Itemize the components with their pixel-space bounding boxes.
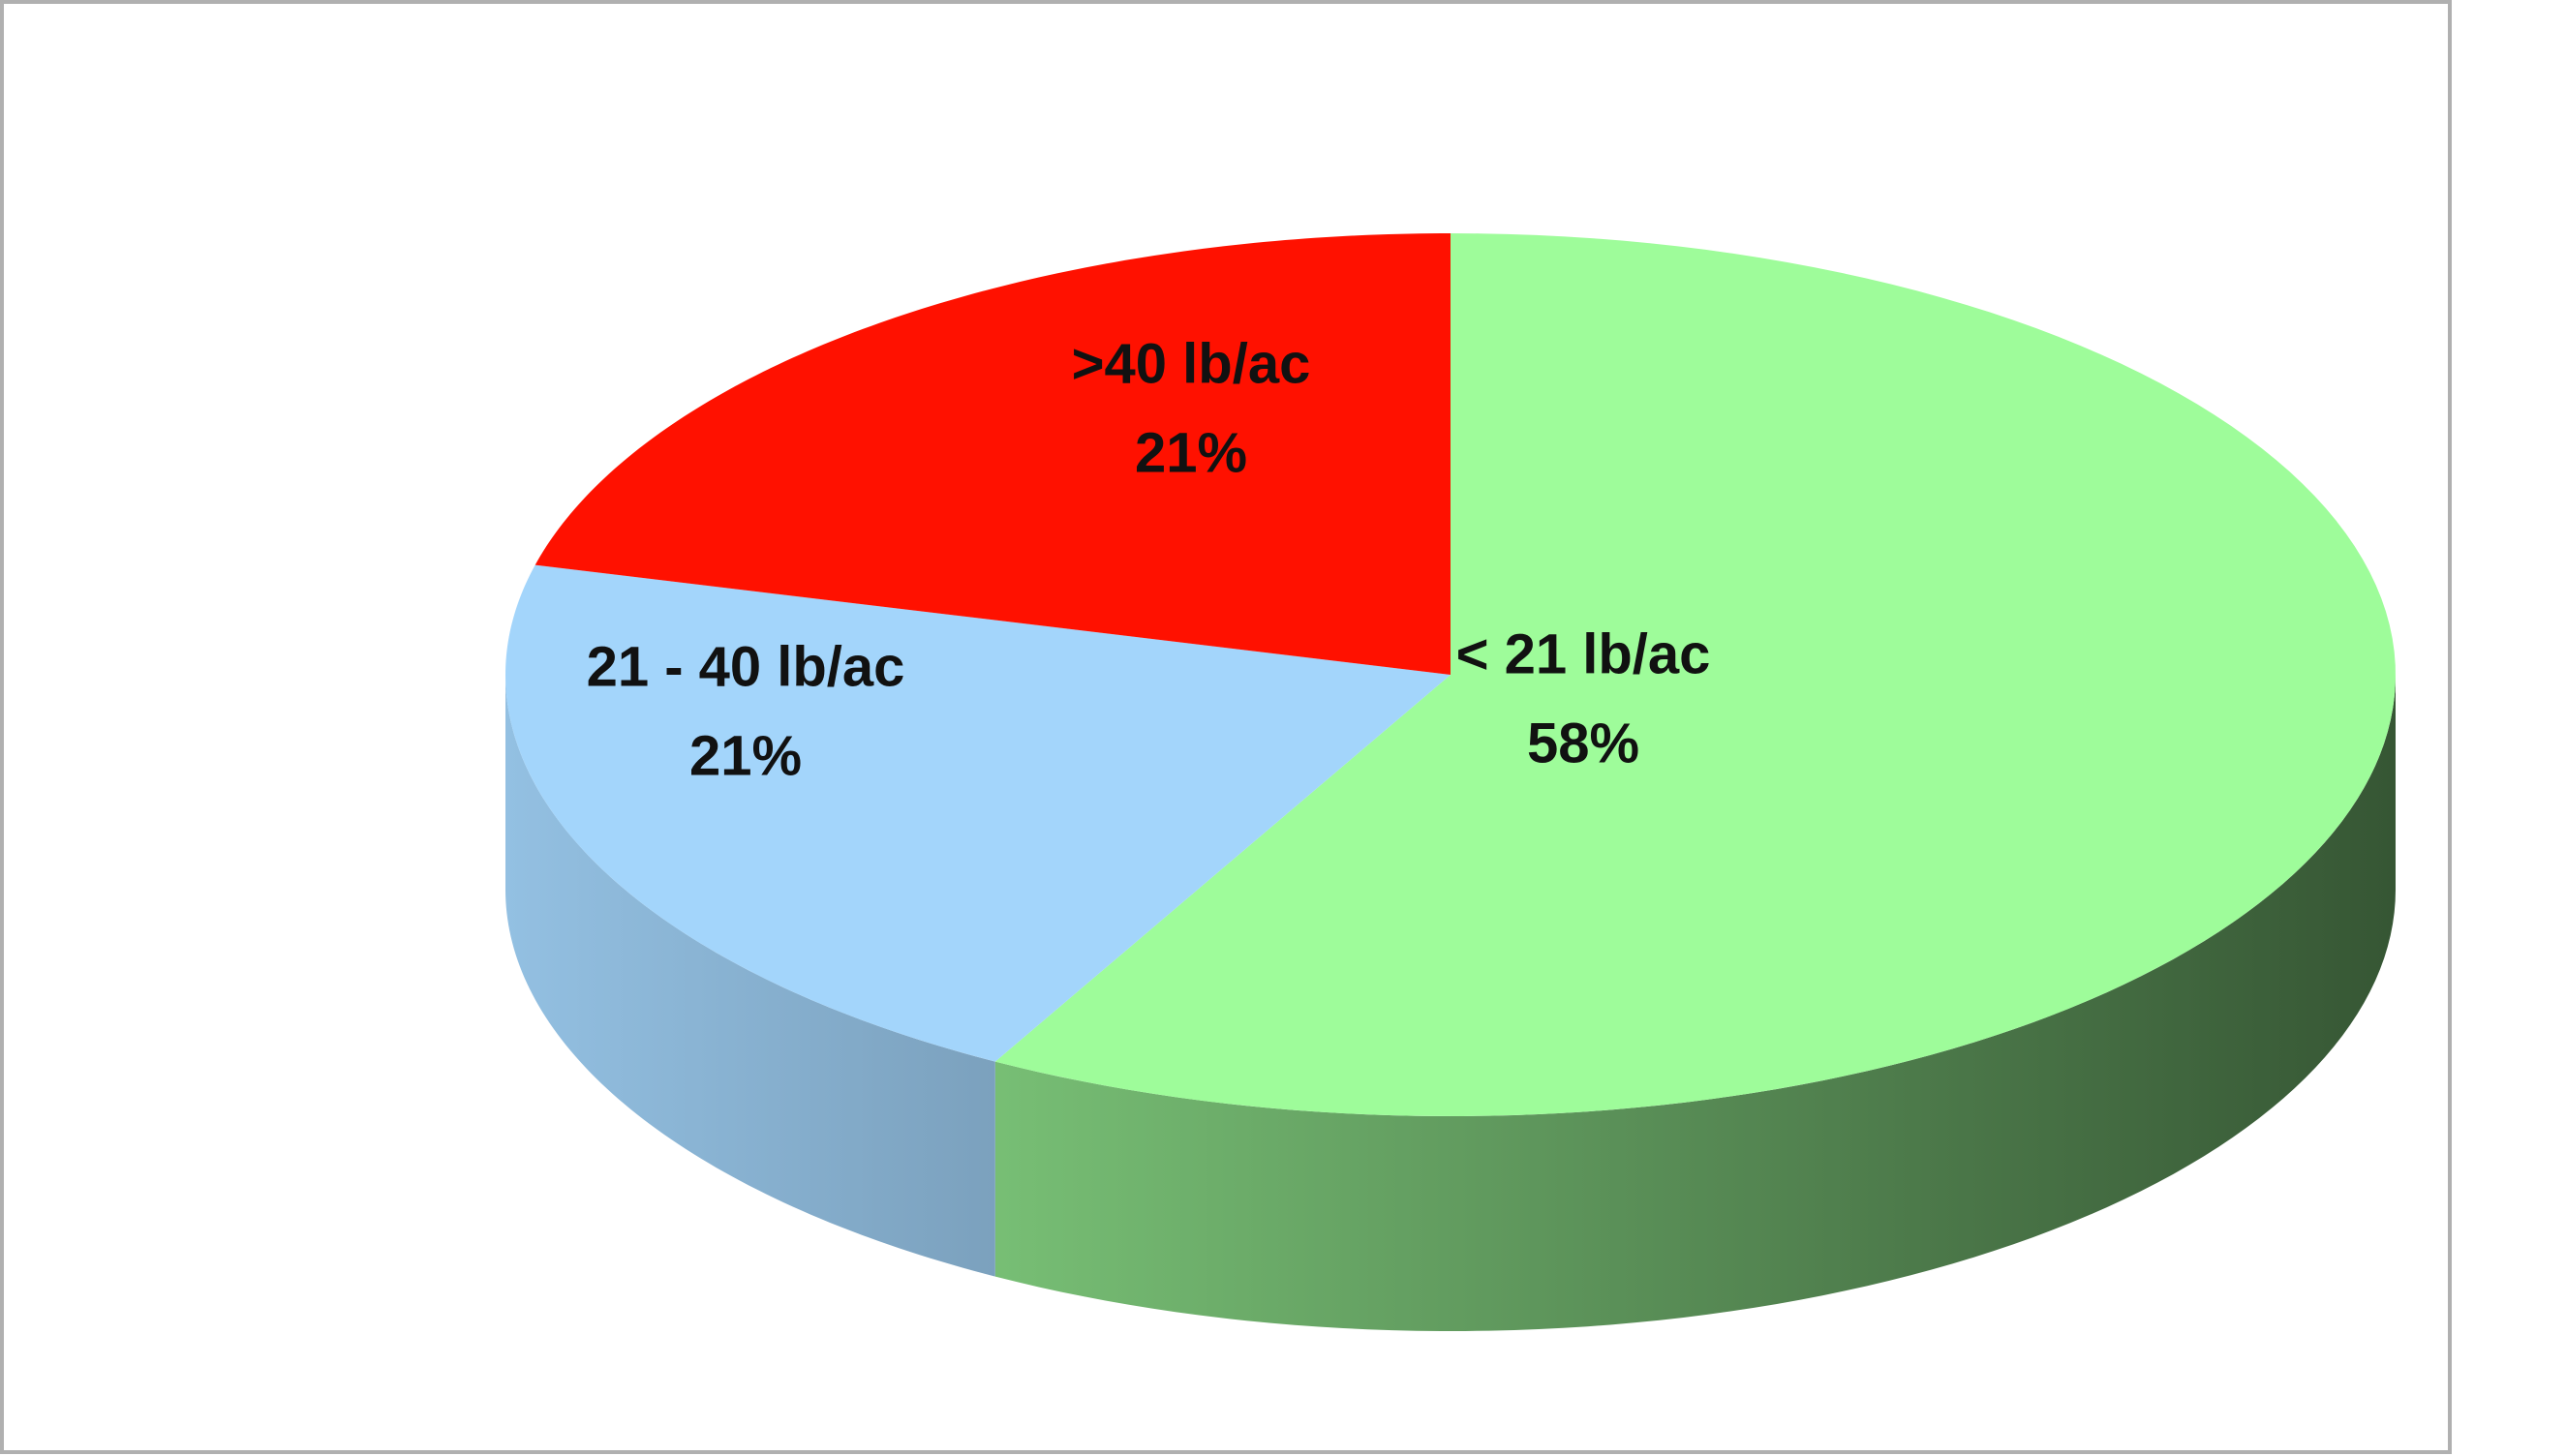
category-label: >40 lb/ac [1072,332,1311,395]
value-label: 21% [1135,421,1247,484]
slice [505,564,1451,1062]
category-label: < 21 lb/ac [1456,622,1711,685]
value-label: 21% [689,724,802,787]
category-label: 21 - 40 lb/ac [587,635,905,698]
slice [535,233,1451,675]
slice-side [505,675,995,1277]
value-label: 58% [1527,712,1639,774]
slice [994,233,2396,1116]
slice-side [994,675,2396,1331]
